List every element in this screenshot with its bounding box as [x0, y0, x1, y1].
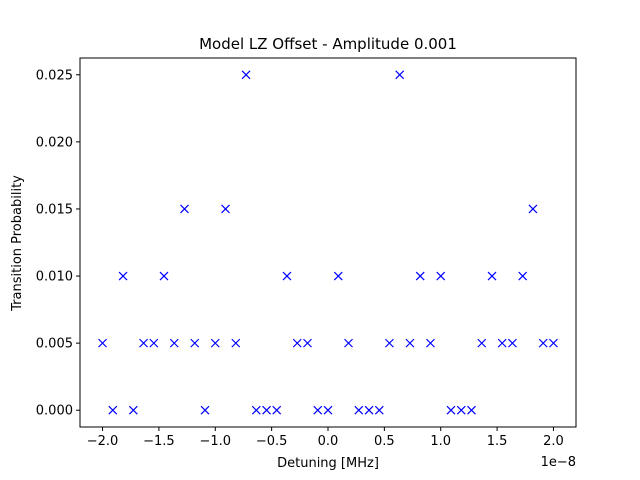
x-tick-label: 0.0: [318, 434, 339, 449]
data-point: [108, 405, 118, 415]
data-point: [241, 70, 251, 80]
data-point: [415, 271, 425, 281]
x-tick-label: 2.0: [543, 434, 564, 449]
data-point: [159, 271, 169, 281]
y-tick-label: 0.010: [36, 270, 73, 285]
data-point: [344, 338, 353, 348]
data-point: [395, 70, 405, 80]
data-point: [149, 338, 159, 348]
y-tick-label: 0.000: [36, 404, 73, 419]
data-point: [528, 204, 538, 214]
data-point: [262, 405, 271, 415]
chart-title: Model LZ Offset - Amplitude 0.001: [199, 35, 457, 53]
x-tick-label: −1.0: [199, 434, 231, 449]
data-point: [272, 405, 282, 415]
y-tick-label: 0.015: [36, 202, 73, 217]
data-point: [323, 405, 333, 415]
x-tick-label: 1.5: [487, 434, 508, 449]
data-point: [364, 405, 374, 415]
data-point: [118, 271, 128, 281]
data-point: [313, 405, 323, 415]
axes: −2.0 −1.5 −1.0 −0.5 0.0 0.5 1.0 1.5 2.0 0.000 0.00…: [36, 68, 564, 449]
data-point: [128, 405, 138, 415]
data-point: [251, 405, 261, 415]
data-point: [190, 338, 200, 348]
data-point: [456, 405, 466, 415]
x-tick-label: −0.5: [256, 434, 288, 449]
data-point: [446, 405, 456, 415]
x-axis-offset-label: 1e−8: [541, 455, 576, 470]
data-point: [518, 271, 528, 281]
data-point: [497, 338, 507, 348]
x-tick-label: −2.0: [87, 434, 119, 449]
data-point: [374, 405, 384, 415]
data-point: [303, 338, 312, 348]
data-point: [487, 271, 497, 281]
x-axis-label: Detuning [MHz]: [277, 456, 379, 471]
data-point: [221, 204, 230, 214]
y-axis-label: Transition Probability: [10, 175, 25, 312]
data-point: [538, 338, 548, 348]
data-point: [477, 338, 487, 348]
data-point: [354, 405, 364, 415]
x-tick-label: 0.5: [374, 434, 395, 449]
data-point: [507, 338, 517, 348]
data-point: [385, 338, 394, 348]
data-point: [169, 338, 179, 348]
data-point: [436, 271, 446, 281]
data-points: [98, 70, 558, 415]
x-tick-label: −1.5: [143, 434, 175, 449]
data-point: [180, 204, 189, 214]
data-point: [467, 405, 476, 415]
data-point: [139, 338, 149, 348]
data-point: [210, 338, 220, 348]
plot-frame: [79, 57, 577, 428]
data-point: [98, 338, 107, 348]
data-point: [292, 338, 302, 348]
y-tick-label: 0.025: [36, 68, 73, 83]
y-tick-label: 0.020: [36, 135, 73, 150]
data-point: [426, 338, 435, 348]
data-point: [231, 338, 241, 348]
data-point: [549, 338, 558, 348]
x-tick-label: 1.0: [430, 434, 451, 449]
data-point: [200, 405, 210, 415]
data-point: [282, 271, 292, 281]
data-point: [333, 271, 343, 281]
data-point: [405, 338, 415, 348]
y-tick-label: 0.005: [36, 337, 73, 352]
